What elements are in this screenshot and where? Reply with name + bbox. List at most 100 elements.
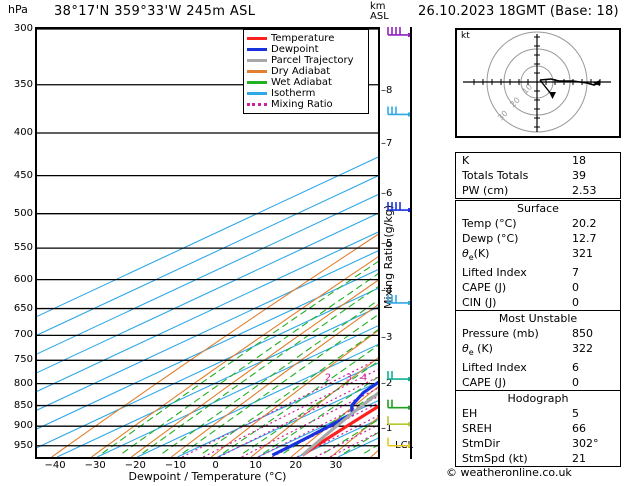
row-value: 6	[572, 361, 579, 375]
row-label: CAPE (J)	[462, 376, 507, 390]
height-tick-label: –7	[381, 137, 393, 149]
data-row: CAPE (J) 0	[456, 280, 620, 295]
hodograph-storm-motion-marker	[593, 80, 600, 86]
row-value: 7	[572, 266, 579, 280]
height-tick-label: –2	[381, 377, 393, 389]
row-label: Lifted Index	[462, 266, 527, 280]
temperature-tick-label: 0	[212, 460, 219, 471]
data-row: SREH 66	[456, 421, 620, 436]
data-row: θe(K) 321	[456, 246, 620, 265]
data-row: Lifted Index 6	[456, 360, 620, 375]
row-value: 321	[572, 247, 593, 260]
legend-swatch-parcel-trajectory	[247, 59, 267, 62]
legend-swatch-temperature	[247, 37, 267, 40]
row-label: Dewp (°C)	[462, 232, 519, 245]
data-row: Totals Totals 39	[456, 168, 620, 183]
legend-swatch-dry-adiabat	[247, 70, 267, 73]
hodograph-unit-label: kt	[461, 31, 470, 41]
data-row: EH 5	[456, 406, 620, 421]
data-row: Lifted Index 7	[456, 265, 620, 280]
legend-label: Isotherm	[271, 88, 316, 99]
pressure-tick-label: 700	[13, 329, 33, 341]
legend-swatch-wet-adiabat	[247, 81, 267, 84]
temperature-tick-label: −10	[164, 460, 186, 471]
pressure-unit-label: hPa	[8, 3, 28, 16]
pressure-tick-label: 400	[13, 127, 33, 138]
model-run-title: 26.10.2023 18GMT (Base: 18)	[418, 4, 619, 19]
height-unit-label: km ASL	[370, 2, 389, 22]
row-value: 39	[572, 169, 586, 182]
data-row: StmSpd (kt) 21	[456, 451, 620, 466]
row-value: 0	[572, 281, 579, 295]
wind-barb	[387, 399, 412, 410]
temperature-tick-label: −40	[44, 460, 66, 471]
wind-barbs	[387, 26, 412, 448]
row-label: CAPE (J)	[462, 281, 507, 295]
row-value: 20.2	[572, 217, 597, 230]
legend-label: Temperature	[271, 33, 335, 44]
x-axis-title: Dewpoint / Temperature (°C)	[128, 470, 287, 483]
pressure-tick-label: 350	[13, 78, 33, 90]
legend-item: Isotherm	[247, 88, 365, 99]
legend: Temperature Dewpoint Parcel Trajectory Dry …	[243, 29, 369, 114]
svg-text:3: 3	[346, 373, 352, 384]
height-tick-label: –4	[381, 285, 393, 297]
height-unit-line2: ASL	[370, 11, 389, 22]
svg-text:4: 4	[361, 373, 367, 384]
pressure-tick-label: 300	[13, 23, 33, 34]
pressure-tick-label: 750	[13, 354, 33, 366]
wind-barb-axis-line	[410, 27, 412, 459]
pressure-tick-label: 650	[13, 302, 33, 314]
hodograph-panel[interactable]: kt 10 20 30	[455, 28, 621, 138]
legend-swatch-isotherm	[247, 92, 267, 95]
legend-item: Temperature	[247, 33, 365, 44]
pressure-tick-label: 450	[13, 169, 33, 181]
legend-label: Wet Adiabat	[271, 77, 332, 88]
legend-label: Parcel Trajectory	[271, 55, 354, 66]
temperature-tick-label: 20	[289, 460, 303, 471]
row-label: Lifted Index	[462, 361, 527, 375]
data-row: Temp (°C) 20.2	[456, 216, 620, 231]
pressure-tick-label: 500	[13, 207, 33, 219]
pressure-tick-label: 600	[13, 273, 33, 285]
hodograph-storm-motion-marker	[549, 92, 556, 99]
legend-label: Dewpoint	[271, 44, 319, 55]
wind-barb	[387, 106, 412, 117]
row-label: EH	[462, 407, 478, 420]
hodograph-ring-label: 30	[496, 109, 510, 123]
pressure-tick-label: 550	[13, 242, 33, 254]
data-row: θe (K) 322	[456, 341, 620, 360]
hodograph-ring-label: 20	[508, 96, 522, 110]
height-tick-label: –1	[381, 423, 393, 435]
legend-item: Dry Adiabat	[247, 66, 365, 77]
row-label: PW (cm)	[462, 184, 509, 197]
legend-item: Mixing Ratio	[247, 99, 365, 110]
pressure-tick-label: 850	[13, 399, 33, 411]
panel-title: Most Unstable	[498, 312, 578, 325]
legend-label: Dry Adiabat	[271, 66, 331, 77]
row-value: 66	[572, 422, 586, 435]
row-value: 850	[572, 327, 593, 340]
wind-barb	[387, 294, 412, 305]
data-row: K 18	[456, 153, 620, 168]
row-value: 21	[572, 452, 586, 465]
data-row: Pressure (mb) 850	[456, 326, 620, 341]
temperature-tick-label: −20	[124, 460, 146, 471]
station-coordinates-title: 38°17'N 359°33'W 245m ASL	[54, 4, 256, 19]
row-value: 0	[572, 376, 579, 390]
skewt-canvas: 2346810152025	[37, 29, 378, 457]
row-label: SREH	[462, 422, 492, 435]
temperature-axis: −40 −30 −20 −10 0 10 20 30	[35, 459, 380, 475]
row-value: 5	[572, 407, 579, 420]
wind-barb	[387, 26, 412, 37]
hodograph-ring-label: 10	[521, 82, 535, 96]
height-tick-label: –8	[381, 84, 393, 96]
row-label: θe(K)	[462, 247, 490, 263]
legend-item: Parcel Trajectory	[247, 55, 365, 66]
legend-swatch-dewpoint	[247, 48, 267, 51]
row-label: Pressure (mb)	[462, 327, 539, 340]
temperature-tick-label: −30	[84, 460, 106, 471]
copyright-footer: © weatheronline.co.uk	[446, 466, 572, 479]
row-value: 18	[572, 154, 586, 167]
row-value: 302°	[572, 437, 599, 450]
